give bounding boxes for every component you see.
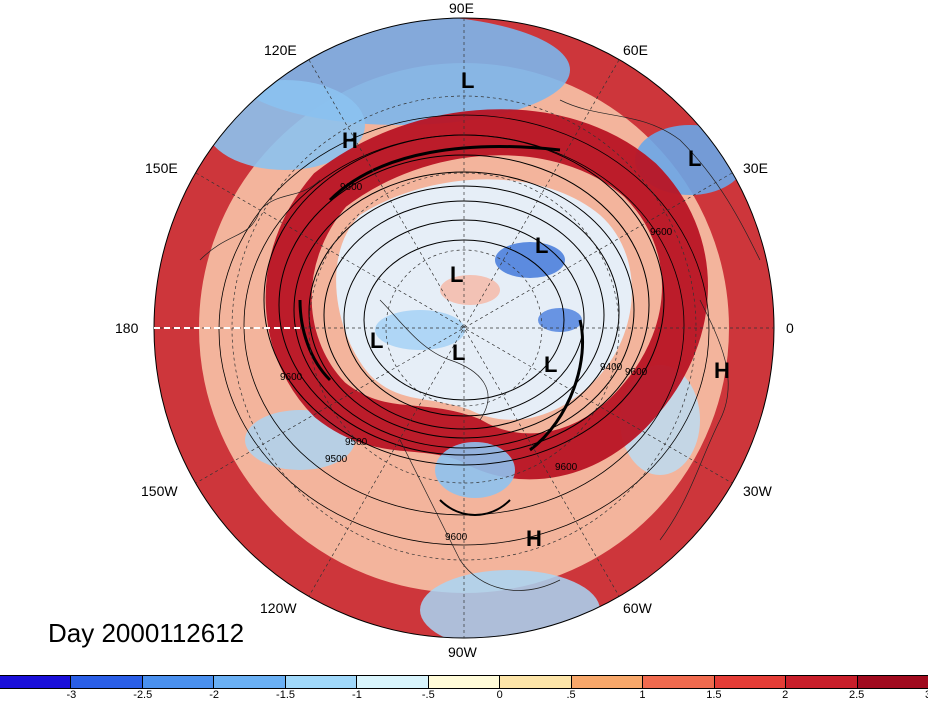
contour-label: 9600 — [280, 372, 303, 383]
polar-cool-2 — [538, 308, 582, 332]
lon-label-90e: 90E — [449, 0, 474, 16]
contour-label-group: 9600 9600 9600 9500 9500 9400 9600 9600 … — [280, 182, 673, 543]
colorbar-swatch — [285, 676, 358, 688]
colorbar-swatch — [714, 676, 787, 688]
colorbar-swatch — [857, 676, 928, 688]
colorbar-tick-label: 2 — [782, 689, 789, 701]
contour-label: 9600 — [650, 227, 673, 238]
colorbar-swatch — [500, 676, 572, 688]
colorbar-tick-label: 1 — [639, 689, 646, 701]
low-pressure-marker: L — [688, 146, 702, 171]
low-pressure-marker: L — [450, 262, 464, 287]
colorbar-swatch — [0, 676, 72, 688]
polar-warm-1 — [440, 275, 500, 305]
low-pressure-marker: L — [370, 328, 384, 353]
contour-label: 9400 — [600, 362, 623, 373]
colorbar-tick-label: -1 — [352, 689, 362, 701]
lon-label-60e: 60E — [623, 42, 648, 58]
colorbar-swatch — [142, 676, 215, 688]
colorbar-swatch — [71, 676, 143, 688]
colorbar-swatch — [786, 676, 858, 688]
colorbar-tick-label: -.5 — [421, 689, 435, 701]
low-pressure-marker: L — [535, 233, 549, 258]
lon-label-120w: 120W — [260, 600, 297, 616]
day-label: Day 2000112612 — [48, 618, 245, 648]
colorbar — [0, 675, 928, 689]
contour-label: 9600 — [555, 462, 578, 473]
colorbar-tick-label: .5 — [566, 689, 576, 701]
high-pressure-marker: H — [526, 526, 542, 551]
lon-label-150e: 150E — [145, 160, 178, 176]
contour-label: 9600 — [445, 532, 468, 543]
low-pressure-marker: L — [544, 352, 558, 377]
colorbar-swatch — [214, 676, 286, 688]
graticule — [154, 18, 774, 638]
lon-label-30w: 30W — [743, 483, 772, 499]
jet-stream-ring — [265, 109, 708, 480]
polar-cool-3 — [375, 310, 465, 350]
north-america-cool — [435, 442, 515, 498]
lon-label-0: 0 — [786, 320, 794, 336]
colorbar-tick-label: 2.5 — [848, 689, 865, 701]
low-pressure-marker: L — [461, 68, 475, 93]
low-pressure-marker: L — [452, 340, 466, 365]
lon-label-180: 180 — [115, 320, 139, 336]
lon-label-120e: 120E — [264, 42, 297, 58]
colorbar-tick-label: -3 — [66, 689, 77, 701]
colorbar-tick-label: -1.5 — [276, 689, 296, 701]
contour-label: 9500 — [325, 454, 348, 465]
colorbar-swatch — [571, 676, 644, 688]
polar-map: 9600 9600 9600 9500 9500 9400 9600 9600 … — [153, 17, 775, 639]
colorbar-tick-label: -2 — [209, 689, 220, 701]
contour-label: 9600 — [625, 367, 648, 378]
colorbar-tick-label: 1.5 — [706, 689, 722, 701]
colorbar-tick-label: 0 — [496, 689, 503, 701]
colorbar-swatch — [357, 676, 429, 688]
contour-label: 9500 — [345, 437, 368, 448]
lon-label-30e: 30E — [743, 160, 768, 176]
colorbar-swatch — [428, 676, 501, 688]
colorbar-tick-label: -2.5 — [133, 689, 153, 701]
high-pressure-marker: H — [342, 128, 358, 153]
high-pressure-marker: H — [714, 358, 730, 383]
colorbar-swatch — [643, 676, 715, 688]
lon-label-150w: 150W — [141, 483, 178, 499]
lon-label-60w: 60W — [623, 600, 652, 616]
contour-label: 9600 — [340, 182, 363, 193]
colorbar-tick-label: 3 — [925, 689, 928, 701]
lon-label-90w: 90W — [448, 644, 477, 660]
